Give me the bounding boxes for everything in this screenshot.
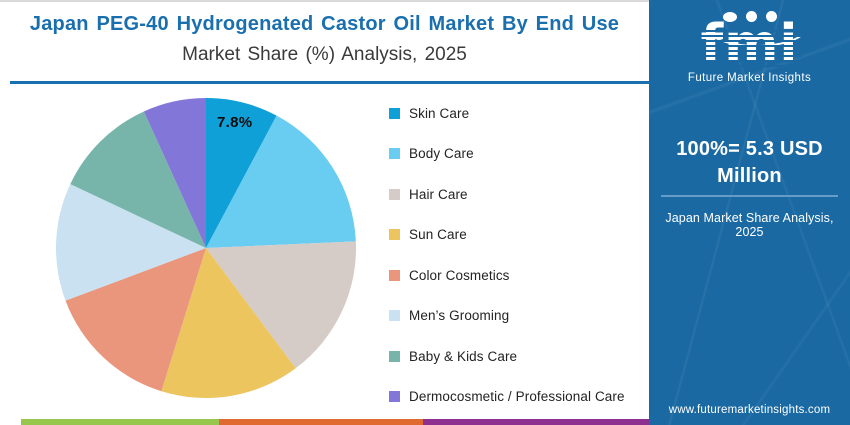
legend-swatch [389, 229, 400, 240]
fmi-logo-text: fmi [700, 14, 799, 74]
legend-item: Color Cosmetics [389, 264, 625, 286]
pie-annotation: 7.8% [217, 114, 253, 131]
fmi-logo-mark: fmi [696, 18, 803, 70]
footer-stripe-2 [219, 419, 423, 425]
pie-slice-baby-kids-care [70, 111, 206, 248]
sidebar-caption: Japan Market Share Analysis, 2025 [665, 211, 834, 239]
legend-label: Hair Care [409, 186, 468, 202]
pie-slice-dermocosmetic-professional-care [143, 98, 206, 248]
legend-label: Color Cosmetics [409, 267, 510, 283]
legend-item: Baby & Kids Care [389, 345, 625, 367]
legend-swatch [389, 310, 400, 321]
header-divider [10, 81, 649, 84]
legend-item: Men’s Grooming [389, 305, 625, 327]
pie-chart [56, 98, 356, 399]
legend-item: Sun Care [389, 224, 625, 246]
legend-item: Skin Care [389, 102, 625, 124]
legend-label: Sun Care [409, 227, 467, 242]
legend-item: Dermocosmetic / Professional Care [389, 386, 625, 408]
chart-subtitle: Market Share (%) Analysis, 2025 [182, 44, 467, 65]
chart-header: Japan PEG-40 Hydrogenated Castor Oil Mar… [0, 12, 649, 67]
pie-slice-body-care [206, 115, 356, 248]
legend-swatch [389, 148, 400, 159]
legend-swatch [389, 269, 400, 281]
legend-swatch [389, 188, 400, 200]
footer-stripe-1 [21, 419, 219, 425]
footer-stripes [21, 419, 649, 425]
legend-item: Hair Care [389, 183, 625, 205]
legend-label: Baby & Kids Care [409, 348, 518, 364]
pie-slice-sun-care [161, 248, 296, 399]
sidebar-website-link[interactable]: www.futuremarketinsights.com [668, 404, 831, 416]
legend-swatch [389, 107, 400, 119]
fmi-logo: fmi Future Market Insights [649, 8, 850, 84]
main-panel: Japan PEG-40 Hydrogenated Castor Oil Mar… [0, 0, 649, 425]
pie-slice-hair-care [206, 241, 356, 369]
footer-stripe-3 [423, 419, 649, 425]
pie-slice-skin-care [206, 98, 277, 248]
sidebar-stat: 100%= 5.3 USD Million [676, 138, 823, 187]
legend-label: Skin Care [409, 105, 470, 121]
chart-title: Japan PEG-40 Hydrogenated Castor Oil Mar… [29, 13, 620, 35]
legend-label: Dermocosmetic / Professional Care [409, 389, 625, 404]
legend-swatch [389, 350, 400, 362]
pie-slice-color-cosmetics [65, 248, 206, 392]
legend-label: Men’s Grooming [409, 308, 510, 323]
legend: Skin Care Body Care Hair Care Sun Care Color… [389, 102, 625, 408]
pie-slice-men-s-grooming [56, 184, 207, 301]
fmi-logo-tagline: Future Market Insights [687, 72, 812, 84]
legend-label: Body Care [409, 146, 474, 161]
sidebar-divider [661, 195, 838, 197]
sidebar: fmi Future Market Insights 100%= 5.3 USD… [649, 0, 850, 425]
legend-item: Body Care [389, 143, 625, 165]
legend-swatch [389, 391, 400, 402]
